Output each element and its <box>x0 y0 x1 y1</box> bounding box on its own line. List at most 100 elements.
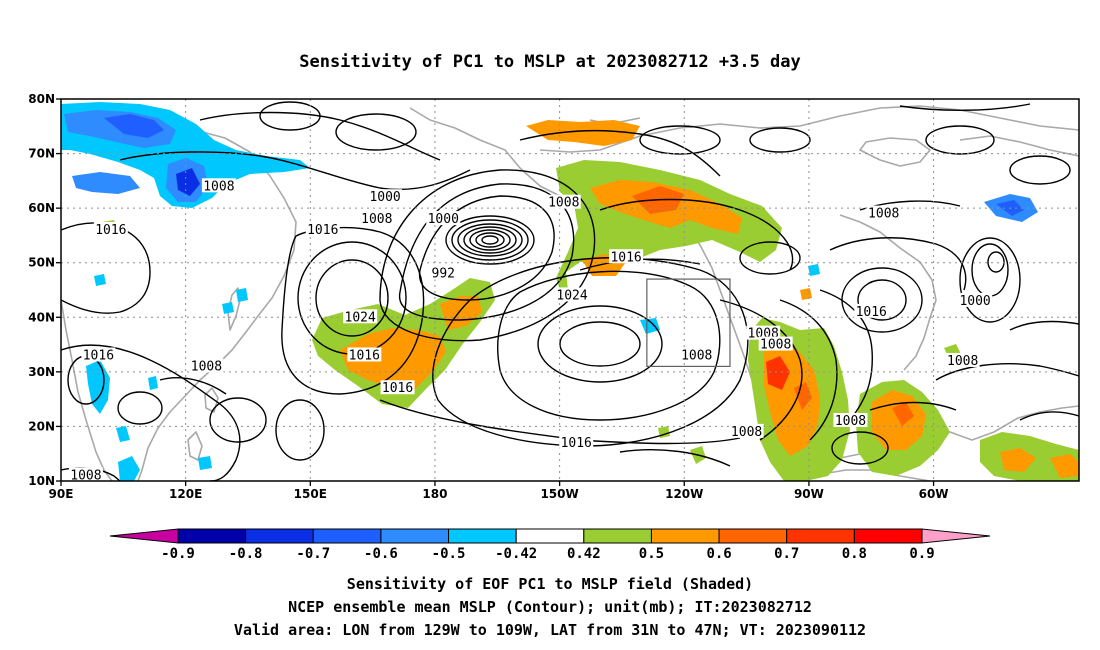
colorbar-high-extension <box>921 528 991 544</box>
lat-tick-label: 80N <box>28 92 55 106</box>
caption-line-1: Sensitivity of EOF PC1 to MSLP field (Sh… <box>347 575 753 593</box>
lon-tick-label: 180 <box>422 487 447 501</box>
isobar-label: 1008 <box>835 414 866 429</box>
isobar-label-bg <box>189 358 224 373</box>
isobar-label-bg <box>343 309 378 324</box>
colorbar-swatch <box>650 528 720 544</box>
colorbar-tick-label: 0.9 <box>909 546 934 562</box>
lat-tick-label: 40N <box>28 310 55 324</box>
isobar-label: 1016 <box>856 305 887 320</box>
isobar-label: 1008 <box>681 348 712 363</box>
isobar-label: 1016 <box>95 223 126 238</box>
isobar-label-bg <box>866 205 901 220</box>
isobar-label-bg <box>609 249 644 264</box>
isobar-label: 1008 <box>361 212 392 227</box>
isobar-label-bg <box>426 211 461 226</box>
lon-tick-label: 60W <box>919 487 949 501</box>
lon-tick-label: 150E <box>294 487 327 501</box>
isobar-label: 1016 <box>349 348 380 363</box>
colorbar-tick-label: -0.7 <box>296 546 330 562</box>
isobar-label: 1016 <box>83 348 114 363</box>
isobar-label: 1008 <box>70 469 101 484</box>
colorbar: -0.9 -0.8 -0.7 -0.6 -0.5 -0.42 0.42 0.5 0.6 0.7 0.… <box>109 528 991 562</box>
colorbar-tick-label: -0.42 <box>495 546 537 562</box>
isobar-label-bg <box>758 336 793 351</box>
colorbar-swatch <box>583 528 652 544</box>
isobar-label: 1000 <box>428 212 459 227</box>
colorbar-swatch <box>245 528 314 544</box>
lon-tick-label: 90W <box>794 487 824 501</box>
graticule <box>61 99 1079 481</box>
isobar-label: 1008 <box>548 196 579 211</box>
isobar-label-bg <box>93 221 128 236</box>
isobar-label: 1008 <box>760 338 791 353</box>
isobar-label: 1000 <box>959 294 990 309</box>
isobar-label-bg <box>305 221 340 236</box>
isobar-label: 1008 <box>731 425 762 440</box>
isobar-label: 1016 <box>382 381 413 396</box>
isobar-label-bg <box>201 178 236 193</box>
colorbar-swatch <box>448 528 517 544</box>
isobar-label: 1016 <box>561 436 592 451</box>
colorbar-tick-label: 0.8 <box>842 546 867 562</box>
colorbar-tick-label: 0.42 <box>567 546 601 562</box>
isobar-label: 1024 <box>556 288 587 303</box>
isobar-label-bg <box>380 380 415 395</box>
lon-tick-label: 150W <box>540 487 578 501</box>
map-frame <box>60 98 1080 482</box>
caption-line-3: Valid area: LON from 129W to 109W, LAT f… <box>234 621 866 639</box>
isobar-label-bg <box>854 303 889 318</box>
lat-tick-label: 60N <box>28 201 55 215</box>
isobar-label-bg <box>559 434 594 449</box>
colorbar-swatch <box>177 528 247 544</box>
colorbar-tick-label: -0.5 <box>432 546 466 562</box>
lat-tick-label: 70N <box>28 147 55 161</box>
isobar-label-bg <box>958 292 993 307</box>
isobar-label-bg <box>945 352 980 367</box>
isobar-label-bg <box>729 423 764 438</box>
lon-tick-label: 90E <box>49 487 74 501</box>
isobar-label: 1008 <box>203 179 234 194</box>
isobar-label: 1008 <box>868 207 899 222</box>
colorbar-tick-label: -0.6 <box>364 546 398 562</box>
isobar-label-bg <box>430 265 457 280</box>
valid-area-box <box>646 278 731 368</box>
isobar-label-bg <box>368 189 403 204</box>
lat-tick-label: 50N <box>28 256 55 270</box>
lat-tick-label: 20N <box>28 419 55 433</box>
isobar-label-bg <box>81 347 116 362</box>
isobar-label-bg <box>546 194 581 209</box>
isobar-label-bg <box>833 412 868 427</box>
colorbar-swatch <box>312 528 382 544</box>
colorbar-swatch <box>515 528 585 544</box>
map-panel: 1008 1000 1008 1016 1016 1000 992 1008 1016 1024 1… <box>28 92 1080 501</box>
colorbar-swatch <box>380 528 450 544</box>
isobar-label-bg <box>679 347 714 362</box>
isobar-label-bg <box>555 287 590 302</box>
figure-title: Sensitivity of PC1 to MSLP at 2023082712… <box>299 52 801 72</box>
lon-tick-label: 120W <box>665 487 703 501</box>
colorbar-tick-label: -0.9 <box>161 546 195 562</box>
colorbar-tick-label: 0.5 <box>639 546 664 562</box>
colorbar-tick-label: -0.8 <box>229 546 263 562</box>
caption-line-2: NCEP ensemble mean MSLP (Contour); unit(… <box>288 598 812 616</box>
isobar-label: 1008 <box>191 359 222 374</box>
isobar-label: 1016 <box>610 250 641 265</box>
isobar-label: 1024 <box>345 310 376 325</box>
isobar-label-bg <box>746 325 781 340</box>
isobar-label-bg <box>359 211 394 226</box>
isobar-label-bg <box>68 467 103 481</box>
isobar-labels: 1008 1000 1008 1016 1016 1000 992 1008 1016 1024 1… <box>68 178 993 484</box>
colorbar-swatch <box>853 528 923 544</box>
colorbar-tick-label: 0.7 <box>774 546 799 562</box>
colorbar-tick-label: 0.6 <box>706 546 731 562</box>
isobar-label: 1008 <box>947 354 978 369</box>
isobar-label: 1000 <box>369 190 400 205</box>
isobar-label: 992 <box>432 267 455 282</box>
colorbar-swatch <box>786 528 855 544</box>
lon-tick-label: 120E <box>169 487 202 501</box>
colorbar-low-extension <box>109 528 179 544</box>
colorbar-swatch <box>718 528 788 544</box>
